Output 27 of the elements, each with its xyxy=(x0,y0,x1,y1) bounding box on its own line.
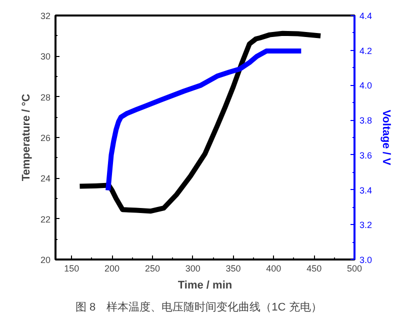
y2-tick-label: 3.6 xyxy=(360,150,372,160)
x-tick-label: 300 xyxy=(185,264,200,274)
x-tick-label: 350 xyxy=(226,264,241,274)
y-tick-label: 26 xyxy=(40,133,51,143)
y2-tick-label: 3.4 xyxy=(360,185,372,196)
y-axis-title: Temperature / °C xyxy=(20,94,32,182)
y2-tick-label: 3.8 xyxy=(360,116,372,126)
x-tick-label: 250 xyxy=(144,264,160,274)
y2-tick-label: 4.2 xyxy=(360,46,372,56)
y2-tick-label: 4.4 xyxy=(360,11,372,21)
x-tick-label: 150 xyxy=(64,264,80,274)
y-tick-label: 32 xyxy=(40,11,51,21)
x-tick-label: 200 xyxy=(104,264,120,274)
x-tick-label: 450 xyxy=(306,264,322,274)
y2-axis-title: Voltage / V xyxy=(380,110,392,166)
y-tick-label: 22 xyxy=(40,214,51,224)
x-axis-title: Time / min xyxy=(178,280,232,292)
y2-tick-label: 4.0 xyxy=(360,80,372,91)
y2-tick-label: 3.0 xyxy=(360,255,372,265)
y2-tick-label: 3.2 xyxy=(360,220,372,230)
y-tick-label: 24 xyxy=(40,174,51,184)
y-tick-label: 28 xyxy=(40,92,51,102)
x-tick-label: 500 xyxy=(346,264,362,274)
y-tick-label: 20 xyxy=(40,255,51,265)
caption: 图 8 样本温度、电压随时间变化曲线（1C 充电） xyxy=(76,300,322,314)
x-tick-label: 400 xyxy=(266,264,282,274)
y-tick-label: 30 xyxy=(40,52,51,62)
